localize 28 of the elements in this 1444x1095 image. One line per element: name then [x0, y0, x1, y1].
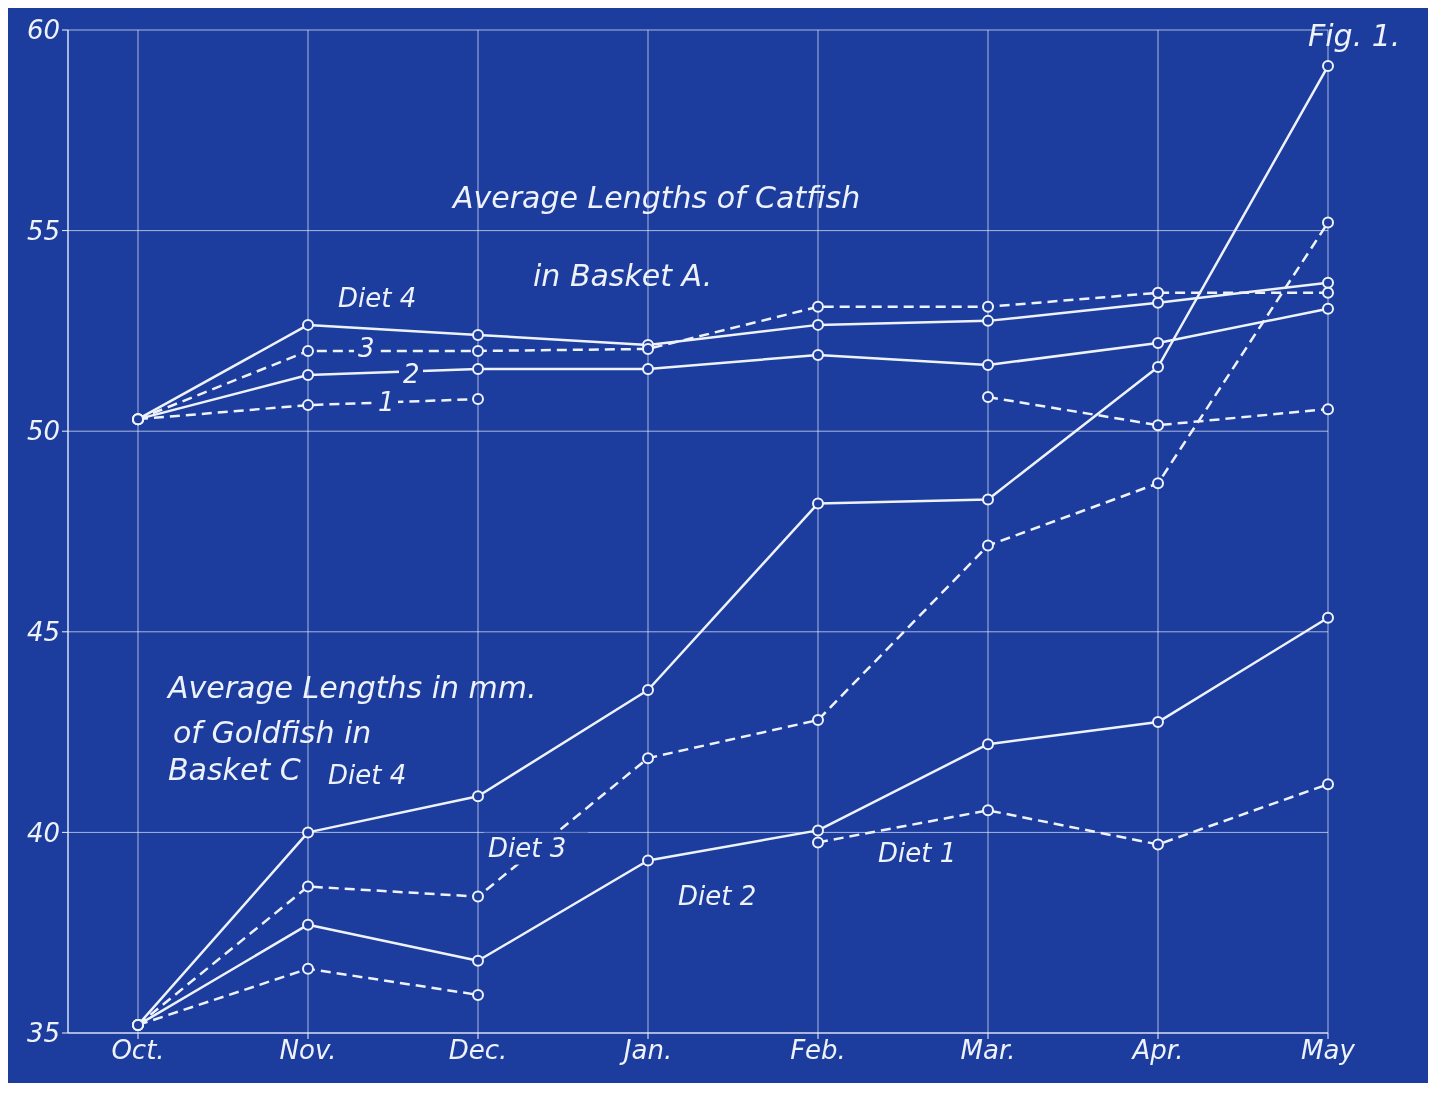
annotation: of Goldfish in — [173, 715, 372, 750]
series-label: Diet 2 — [678, 881, 757, 912]
series-label: 3 — [358, 332, 375, 363]
y-tick-label: 60 — [26, 15, 60, 46]
annotation: Average Lengths in mm. — [168, 670, 537, 705]
x-tick-label: May — [1301, 1035, 1356, 1066]
x-tick-label: Jan. — [618, 1035, 673, 1066]
series-label: 1 — [378, 387, 395, 418]
x-tick-label: Nov. — [279, 1035, 337, 1066]
annotation: Average Lengths of Catfish — [453, 180, 861, 215]
series-label: Diet 4 — [338, 282, 417, 313]
y-tick-label: 35 — [26, 1018, 60, 1049]
y-tick-label: 50 — [26, 416, 60, 447]
annotation: Basket C — [168, 752, 301, 787]
x-tick-label: Oct. — [111, 1035, 165, 1066]
y-tick-label: 55 — [26, 215, 60, 246]
annotation: Fig. 1. — [1308, 18, 1401, 53]
x-tick-label: Dec. — [448, 1035, 508, 1066]
series-label: Diet 4 — [328, 760, 407, 791]
y-tick-label: 45 — [26, 617, 60, 648]
series-label: Diet 3 — [488, 832, 567, 863]
y-tick-label: 40 — [26, 817, 60, 848]
series-label: 2 — [403, 359, 420, 390]
x-tick-label: Feb. — [790, 1035, 846, 1066]
series-label: Diet 1 — [878, 838, 957, 869]
x-tick-label: Mar. — [960, 1035, 1016, 1066]
x-tick-label: Apr. — [1130, 1035, 1184, 1066]
annotation: in Basket A. — [533, 258, 713, 293]
